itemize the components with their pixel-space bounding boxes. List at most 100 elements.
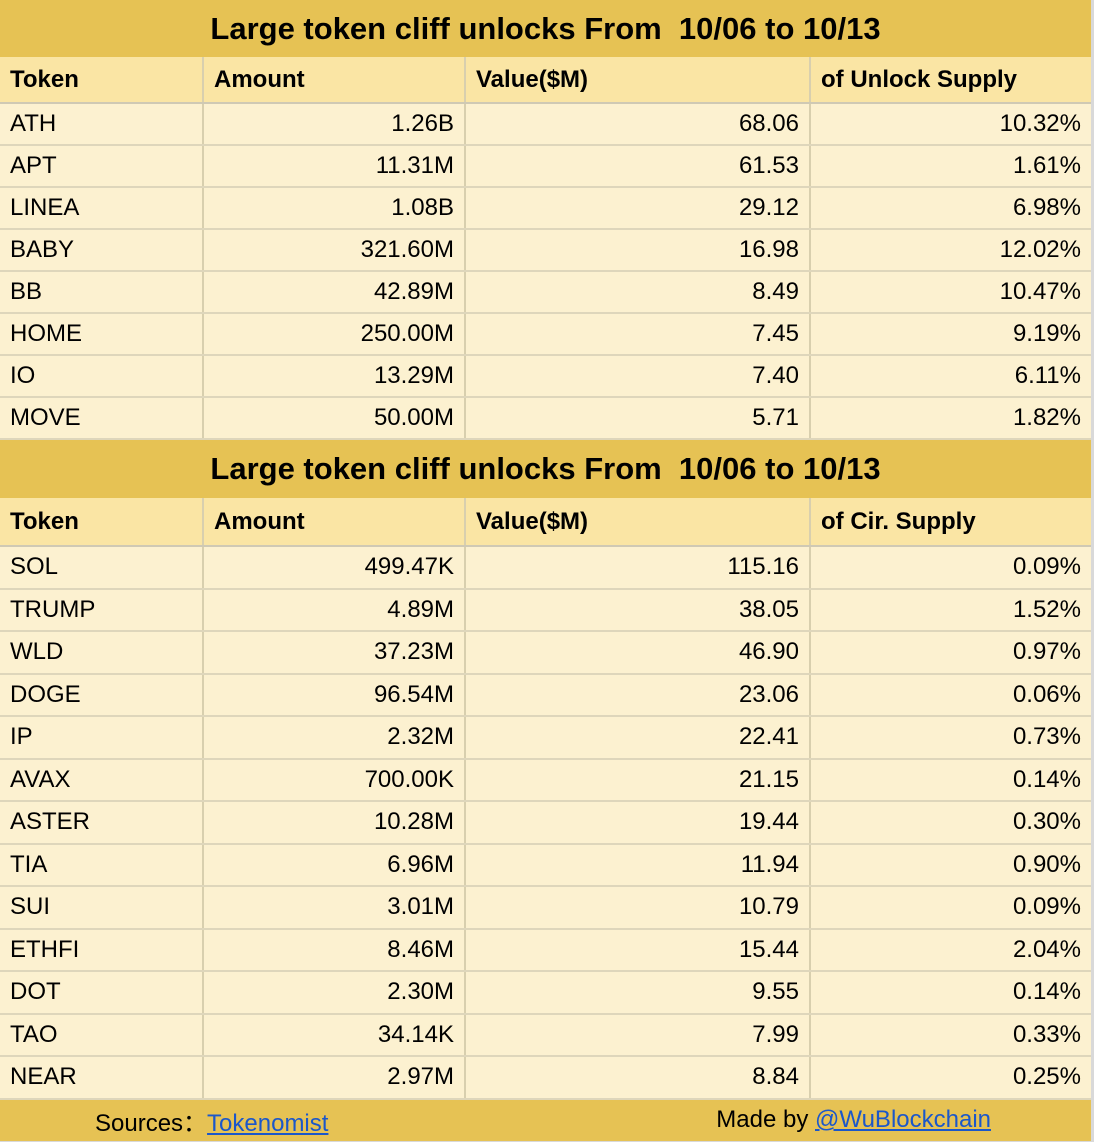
table-row: DOGE 96.54M 23.06 0.06% (0, 673, 1091, 717)
unlock-supply-table: Token Amount Value($M) of Unlock Supply … (0, 57, 1091, 440)
table-row: HOME 250.00M 7.45 9.19% (0, 313, 1091, 356)
token-cell: IO (0, 355, 204, 398)
value-cell: 15.44 (465, 928, 811, 972)
amount-cell: 50.00M (203, 397, 466, 440)
tokenomist-link[interactable]: Tokenomist (207, 1109, 329, 1137)
value-cell: 8.49 (465, 271, 811, 314)
amount-cell: 37.23M (203, 631, 466, 675)
value-cell: 16.98 (465, 229, 811, 272)
table-row: SUI 3.01M 10.79 0.09% (0, 886, 1091, 930)
column-header-token: Token (0, 57, 204, 104)
amount-cell: 499.47K (203, 546, 466, 590)
token-cell: WLD (0, 631, 204, 675)
token-cell: APT (0, 145, 204, 188)
value-cell: 19.44 (465, 801, 811, 845)
token-cell: SOL (0, 546, 204, 590)
value-cell: 46.90 (465, 631, 811, 675)
sources-group: Sources：Tokenomist (95, 1103, 328, 1138)
value-cell: 7.40 (465, 355, 811, 398)
supply-pct-cell: 0.33% (810, 1013, 1091, 1057)
supply-pct-cell: 6.98% (810, 187, 1091, 230)
token-cell: HOME (0, 313, 204, 356)
column-header-value: Value($M) (465, 57, 811, 104)
table-row: BB 42.89M 8.49 10.47% (0, 271, 1091, 314)
table-row: TRUMP 4.89M 38.05 1.52% (0, 588, 1091, 632)
table-row: IO 13.29M 7.40 6.11% (0, 355, 1091, 398)
table-row: APT 11.31M 61.53 1.61% (0, 145, 1091, 188)
amount-cell: 2.30M (203, 971, 466, 1015)
column-header-amount: Amount (203, 57, 466, 104)
amount-cell: 42.89M (203, 271, 466, 314)
value-cell: 5.71 (465, 397, 811, 440)
table-title-cir-supply: Large token cliff unlocks From 10/06 to … (0, 440, 1091, 498)
value-cell: 29.12 (465, 187, 811, 230)
amount-cell: 34.14K (203, 1013, 466, 1057)
table-row: SOL 499.47K 115.16 0.09% (0, 546, 1091, 590)
token-cell: MOVE (0, 397, 204, 440)
cir-supply-section: Large token cliff unlocks From 10/06 to … (0, 440, 1091, 1100)
amount-cell: 11.31M (203, 145, 466, 188)
sources-label: Sources： (95, 1109, 208, 1137)
table-title-unlock-supply: Large token cliff unlocks From 10/06 to … (0, 0, 1091, 57)
header-row: Token Amount Value($M) of Unlock Supply (0, 57, 1091, 104)
value-cell: 22.41 (465, 716, 811, 760)
value-cell: 61.53 (465, 145, 811, 188)
supply-pct-cell: 10.32% (810, 103, 1091, 146)
amount-cell: 700.00K (203, 758, 466, 802)
supply-pct-cell: 0.25% (810, 1056, 1091, 1100)
footer-bar: Sources：Tokenomist Made by @WuBlockchain (0, 1099, 1091, 1141)
supply-pct-cell: 0.90% (810, 843, 1091, 887)
supply-pct-cell: 6.11% (810, 355, 1091, 398)
amount-cell: 250.00M (203, 313, 466, 356)
token-cell: IP (0, 716, 204, 760)
token-cell: SUI (0, 886, 204, 930)
amount-cell: 3.01M (203, 886, 466, 930)
supply-pct-cell: 2.04% (810, 928, 1091, 972)
value-cell: 11.94 (465, 843, 811, 887)
column-header-cir-supply: of Cir. Supply (810, 498, 1091, 547)
token-cell: BABY (0, 229, 204, 272)
amount-cell: 321.60M (203, 229, 466, 272)
value-cell: 38.05 (465, 588, 811, 632)
token-cell: TAO (0, 1013, 204, 1057)
supply-pct-cell: 0.73% (810, 716, 1091, 760)
supply-pct-cell: 1.61% (810, 145, 1091, 188)
table-row: BABY 321.60M 16.98 12.02% (0, 229, 1091, 272)
table-row: ATH 1.26B 68.06 10.32% (0, 103, 1091, 146)
table-row: WLD 37.23M 46.90 0.97% (0, 631, 1091, 675)
amount-cell: 1.08B (203, 187, 466, 230)
supply-pct-cell: 0.09% (810, 886, 1091, 930)
value-cell: 68.06 (465, 103, 811, 146)
amount-cell: 10.28M (203, 801, 466, 845)
supply-pct-cell: 9.19% (810, 313, 1091, 356)
token-cell: AVAX (0, 758, 204, 802)
supply-pct-cell: 12.02% (810, 229, 1091, 272)
token-cell: NEAR (0, 1056, 204, 1100)
table-row: ETHFI 8.46M 15.44 2.04% (0, 928, 1091, 972)
token-cell: ATH (0, 103, 204, 146)
supply-pct-cell: 0.97% (810, 631, 1091, 675)
supply-pct-cell: 1.52% (810, 588, 1091, 632)
table-row: TIA 6.96M 11.94 0.90% (0, 843, 1091, 887)
table-row: AVAX 700.00K 21.15 0.14% (0, 758, 1091, 802)
supply-pct-cell: 0.30% (810, 801, 1091, 845)
column-header-amount: Amount (203, 498, 466, 547)
column-header-value: Value($M) (465, 498, 811, 547)
supply-pct-cell: 0.09% (810, 546, 1091, 590)
amount-cell: 2.97M (203, 1056, 466, 1100)
value-cell: 21.15 (465, 758, 811, 802)
wublockchain-link[interactable]: @WuBlockchain (815, 1106, 991, 1133)
token-cell: TIA (0, 843, 204, 887)
value-cell: 8.84 (465, 1056, 811, 1100)
token-cell: TRUMP (0, 588, 204, 632)
table-row: ASTER 10.28M 19.44 0.30% (0, 801, 1091, 845)
value-cell: 10.79 (465, 886, 811, 930)
amount-cell: 6.96M (203, 843, 466, 887)
value-cell: 115.16 (465, 546, 811, 590)
table-row: DOT 2.30M 9.55 0.14% (0, 971, 1091, 1015)
value-cell: 23.06 (465, 673, 811, 717)
unlock-supply-section: Large token cliff unlocks From 10/06 to … (0, 0, 1091, 440)
amount-cell: 4.89M (203, 588, 466, 632)
value-cell: 7.99 (465, 1013, 811, 1057)
column-header-token: Token (0, 498, 204, 547)
